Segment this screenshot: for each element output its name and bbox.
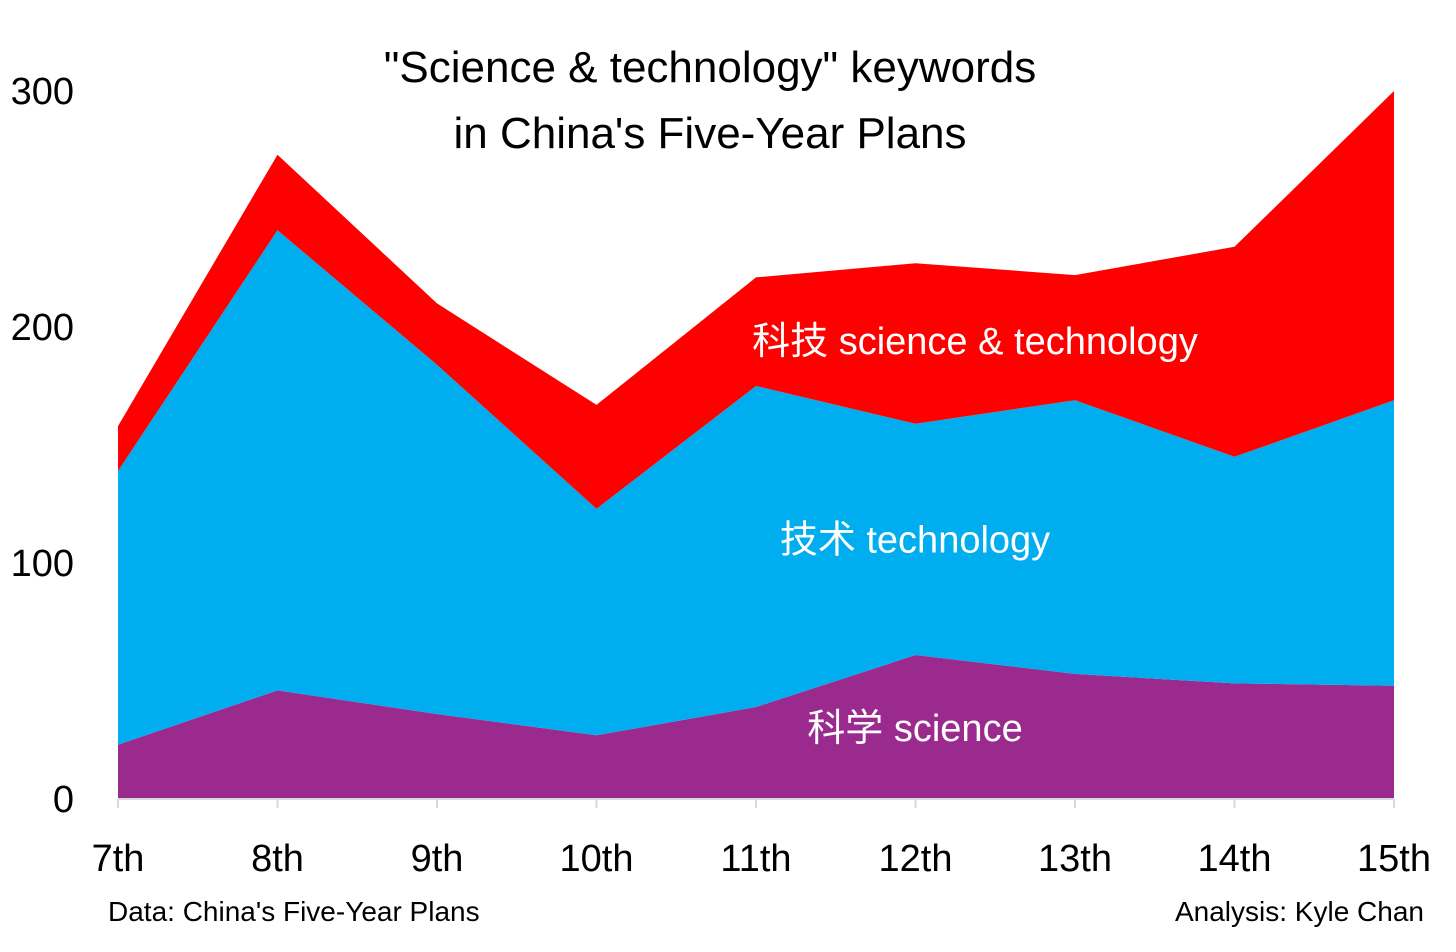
x-tick-label: 12th: [879, 838, 953, 880]
y-tick-label: 100: [11, 543, 74, 585]
series-label-2: 科技 science & technology: [752, 321, 1198, 363]
x-tick-label: 10th: [560, 838, 634, 880]
x-tick-label: 11th: [720, 838, 791, 880]
area-series-2: [118, 91, 1394, 509]
series-labels: 科学 science 技术 technology 科技 science & tech…: [752, 321, 1198, 750]
credit-note: Analysis: Kyle Chan: [1175, 896, 1424, 927]
area-series-0: [118, 655, 1394, 799]
y-tick-label: 200: [11, 307, 74, 349]
x-tick-label: 9th: [411, 838, 464, 880]
y-tick-label: 300: [11, 71, 74, 113]
y-axis-tick-labels: 0 100 200 300: [11, 71, 74, 821]
series-label-0: 科学 science: [807, 708, 1022, 750]
source-note: Data: China's Five-Year Plans: [108, 896, 480, 927]
x-tick-label: 15th: [1357, 838, 1431, 880]
y-tick-label: 0: [53, 779, 74, 821]
axes: 7th 8th 9th 10th 11th 12th 13th 14th 15th 0 100 20…: [11, 71, 1431, 880]
x-axis-tick-labels: 7th 8th 9th 10th 11th 12th 13th 14th 15th: [92, 838, 1431, 880]
x-tick-label: 8th: [251, 838, 304, 880]
chart-title-line-1: "Science & technology" keywords: [384, 43, 1036, 92]
x-axis-ticks: [117, 799, 1395, 808]
chart-title-line-2: in China's Five-Year Plans: [453, 109, 966, 158]
x-tick-label: 13th: [1038, 838, 1112, 880]
series-label-1: 技术 technology: [780, 519, 1050, 561]
x-tick-label: 7th: [92, 838, 145, 880]
area-layers: [118, 91, 1394, 799]
x-tick-label: 14th: [1198, 838, 1272, 880]
area-series-1: [118, 230, 1394, 745]
